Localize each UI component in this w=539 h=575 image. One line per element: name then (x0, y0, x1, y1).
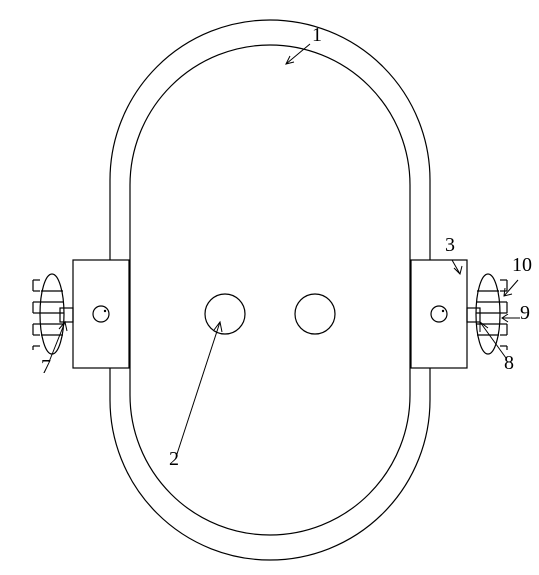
callout-7: 7 (41, 356, 51, 379)
pivot-left-dot (104, 310, 106, 312)
diagram-svg (0, 0, 539, 570)
callout-2: 2 (169, 448, 179, 471)
side-block-left (73, 260, 129, 368)
gear-left (33, 274, 64, 354)
callout-8: 8 (504, 352, 514, 375)
side-block-right (411, 260, 467, 368)
callout-3: 3 (445, 234, 455, 257)
callout-9: 9 (520, 302, 530, 325)
connector-right (467, 308, 480, 322)
diagram-canvas: 1 2 3 7 8 9 10 (0, 0, 539, 570)
callout-10: 10 (512, 254, 532, 277)
pivot-right-dot (442, 310, 444, 312)
eye-left (205, 294, 245, 334)
eye-right (295, 294, 335, 334)
connector-left (60, 308, 73, 322)
callout-1: 1 (312, 24, 322, 47)
gear-right (476, 274, 507, 354)
